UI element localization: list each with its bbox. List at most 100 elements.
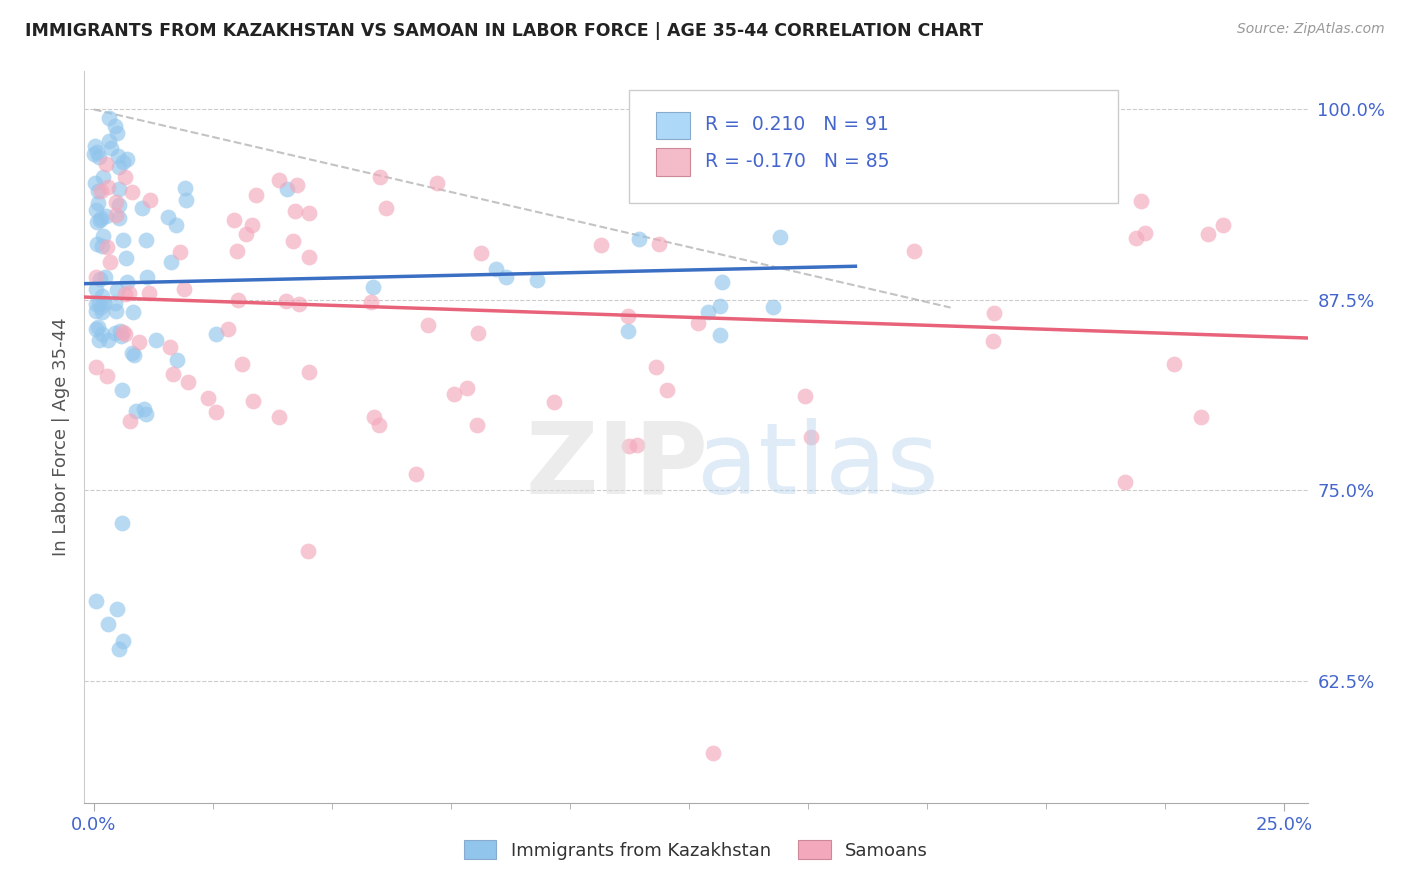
Point xyxy=(648,236,671,251)
Point xyxy=(91,238,114,252)
Point xyxy=(91,228,114,243)
Point xyxy=(363,410,385,425)
Point xyxy=(97,180,120,194)
Text: atlas: atlas xyxy=(697,417,939,515)
Point xyxy=(94,157,117,171)
Point xyxy=(485,261,508,276)
Point xyxy=(90,301,112,315)
Point xyxy=(368,170,391,185)
Point xyxy=(111,155,134,169)
Point xyxy=(205,326,228,341)
Point xyxy=(903,244,925,259)
Point xyxy=(298,366,321,380)
Point xyxy=(131,201,153,215)
Point xyxy=(240,218,263,232)
Point xyxy=(84,176,107,190)
Point xyxy=(709,327,731,342)
Point xyxy=(983,306,1005,320)
Point xyxy=(105,194,128,209)
Point xyxy=(1130,194,1153,208)
Point xyxy=(138,285,160,300)
Point xyxy=(91,170,114,185)
Point xyxy=(169,245,191,260)
Point xyxy=(761,300,783,314)
Point xyxy=(97,617,120,632)
Point xyxy=(160,254,183,268)
Point xyxy=(125,404,148,418)
Point xyxy=(89,296,111,310)
Point xyxy=(1189,410,1212,425)
Point xyxy=(696,305,718,319)
Point xyxy=(242,393,264,408)
Point xyxy=(114,327,136,342)
Point xyxy=(145,333,167,347)
Point xyxy=(526,272,548,286)
Point xyxy=(197,392,219,406)
Point xyxy=(84,359,107,374)
Point xyxy=(591,237,613,252)
Point xyxy=(114,170,136,185)
Point xyxy=(657,384,679,398)
Point xyxy=(111,325,134,339)
Point xyxy=(443,387,465,401)
Point xyxy=(114,287,136,301)
Text: R = -0.170   N = 85: R = -0.170 N = 85 xyxy=(704,152,889,171)
Point xyxy=(104,119,127,133)
Point xyxy=(135,407,157,421)
Point xyxy=(702,746,724,760)
Point xyxy=(368,417,391,432)
Point xyxy=(84,269,107,284)
Point xyxy=(108,211,131,225)
Point xyxy=(115,275,138,289)
Point xyxy=(107,283,129,297)
Point xyxy=(204,405,226,419)
Point xyxy=(1212,218,1234,232)
Point xyxy=(298,206,321,220)
Point xyxy=(297,544,319,558)
Point xyxy=(122,305,145,319)
Point xyxy=(104,303,127,318)
Point xyxy=(709,299,731,313)
Point xyxy=(804,182,827,196)
Text: Source: ZipAtlas.com: Source: ZipAtlas.com xyxy=(1237,22,1385,37)
Point xyxy=(105,602,128,616)
Point xyxy=(93,270,115,285)
Point xyxy=(86,215,108,229)
Point xyxy=(165,219,187,233)
Point xyxy=(267,173,290,187)
Point xyxy=(97,112,120,126)
Point xyxy=(374,201,396,215)
Point xyxy=(456,381,478,395)
Point xyxy=(134,402,156,417)
Point xyxy=(115,251,138,265)
Point xyxy=(96,240,118,254)
Bar xyxy=(655,148,690,176)
Point xyxy=(1114,475,1136,489)
Point xyxy=(98,134,121,148)
Point xyxy=(467,326,489,340)
Point xyxy=(226,244,249,259)
Point xyxy=(98,255,121,269)
Point xyxy=(981,334,1004,348)
Point xyxy=(543,395,565,409)
Point xyxy=(177,375,200,389)
Point xyxy=(288,296,311,310)
Point xyxy=(644,359,666,374)
Point xyxy=(626,438,648,452)
Point xyxy=(363,280,385,294)
Point xyxy=(173,181,195,195)
Point xyxy=(100,141,122,155)
Point xyxy=(118,285,141,300)
Point xyxy=(93,296,115,310)
Point xyxy=(1163,358,1185,372)
Point xyxy=(800,430,823,444)
Point xyxy=(90,184,112,198)
Point xyxy=(86,237,108,252)
Point xyxy=(360,294,382,309)
Point xyxy=(108,160,131,174)
Point xyxy=(112,233,135,247)
Point xyxy=(235,227,257,241)
Point xyxy=(1125,230,1147,244)
Point xyxy=(276,182,298,196)
Point xyxy=(217,321,239,335)
